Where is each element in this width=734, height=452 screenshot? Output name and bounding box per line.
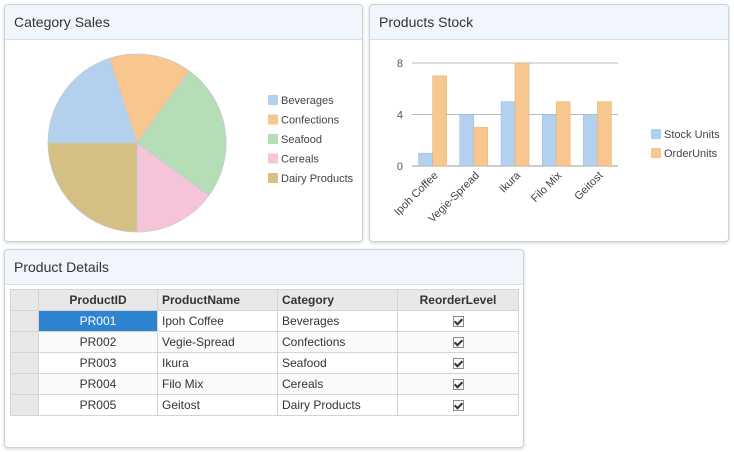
legend-swatch (268, 134, 278, 144)
legend-label: Beverages (281, 95, 334, 107)
category-sales-title: Category Sales (5, 5, 362, 40)
cell-productname[interactable]: Ipoh Coffee (157, 310, 278, 332)
cell-productname[interactable]: Geitost (157, 394, 278, 416)
bar-orderunits[interactable] (514, 62, 530, 167)
column-header-category[interactable]: Category (277, 289, 398, 311)
legend-label: Seafood (281, 134, 322, 146)
cell-reorderlevel[interactable] (397, 394, 519, 416)
y-tick-label: 4 (397, 110, 403, 122)
cell-productid[interactable]: PR002 (38, 331, 158, 353)
row-header[interactable] (10, 373, 39, 395)
x-tick-label: Ikura (497, 169, 523, 195)
table-row[interactable]: PR001 Ipoh Coffee Beverages (10, 310, 519, 332)
x-tick-label: Geitost (572, 170, 605, 203)
bar-stock-units[interactable] (541, 114, 557, 167)
legend-label: Stock Units (664, 129, 720, 141)
y-tick-label: 0 (397, 161, 403, 173)
bar-orderunits[interactable] (555, 101, 571, 167)
legend-swatch (268, 153, 278, 164)
bar-stock-units[interactable] (418, 152, 433, 167)
reorder-checkbox[interactable] (452, 337, 464, 349)
table-row[interactable]: PR003 Ikura Seafood (10, 352, 519, 374)
legend-swatch (651, 129, 661, 139)
y-tick-label: 8 (397, 58, 403, 70)
pie-slice-confections[interactable] (108, 53, 190, 144)
reorder-checkbox[interactable] (452, 400, 464, 412)
pie-slice-beverages[interactable] (47, 57, 138, 144)
cell-productname[interactable]: Filo Mix (157, 373, 278, 395)
grid-header-row: ProductID ProductName Category ReorderLe… (10, 289, 519, 311)
legend-swatch (651, 148, 661, 158)
legend-swatch (268, 95, 278, 105)
pie-slice-dairy-products[interactable] (47, 142, 138, 233)
reorder-checkbox[interactable] (452, 358, 464, 370)
product-details-title: Product Details (5, 250, 523, 285)
legend-label: OrderUnits (664, 148, 718, 160)
cell-reorderlevel[interactable] (397, 352, 519, 374)
cell-productid[interactable]: PR003 (38, 352, 158, 374)
row-header[interactable] (10, 310, 39, 332)
cell-category[interactable]: Cereals (277, 373, 398, 395)
pie-slice-cereals[interactable] (136, 142, 210, 233)
row-header[interactable] (10, 352, 39, 374)
cell-category[interactable]: Dairy Products (277, 394, 398, 416)
cell-productid[interactable]: PR004 (38, 373, 158, 395)
cell-category[interactable]: Beverages (277, 310, 398, 332)
cell-category[interactable]: Confections (277, 331, 398, 353)
row-header[interactable] (10, 331, 39, 353)
column-header-productid[interactable]: ProductID (38, 289, 158, 311)
products-stock-title: Products Stock (370, 5, 728, 40)
row-header-corner (10, 289, 39, 311)
bar-stock-units[interactable] (459, 114, 475, 167)
bar-orderunits[interactable] (597, 101, 612, 167)
cell-productid[interactable]: PR001 (38, 310, 158, 332)
cell-productid[interactable]: PR005 (38, 394, 158, 416)
category-sales-panel: Category Sales Beverages Confections Seafo… (4, 4, 363, 242)
x-tick-label: Filo Mix (529, 169, 565, 205)
product-details-panel: Product Details ProductID ProductName Ca… (4, 249, 524, 448)
products-stock-panel: Products Stock 0 4 8 Ipoh Coffee Vegie-Sprea… (369, 4, 729, 242)
bar-orderunits[interactable] (432, 75, 447, 167)
bar-stock-units[interactable] (500, 101, 516, 167)
legend-label: Dairy Products (281, 173, 354, 185)
cell-reorderlevel[interactable] (397, 310, 519, 332)
table-row[interactable]: PR004 Filo Mix Cereals (10, 373, 519, 395)
table-row[interactable]: PR005 Geitost Dairy Products (10, 394, 519, 416)
row-header[interactable] (10, 394, 39, 416)
cell-productname[interactable]: Ikura (157, 352, 278, 374)
column-header-reorderlevel[interactable]: ReorderLevel (397, 289, 519, 311)
bar-orderunits[interactable] (473, 127, 489, 167)
reorder-checkbox[interactable] (452, 316, 464, 328)
reorder-checkbox[interactable] (452, 379, 464, 391)
legend-swatch (268, 114, 278, 125)
legend-swatch (268, 173, 278, 183)
table-row[interactable]: PR002 Vegie-Spread Confections (10, 331, 519, 353)
legend-label: Confections (281, 115, 340, 127)
cell-productname[interactable]: Vegie-Spread (157, 331, 278, 353)
bar-stock-units[interactable] (583, 114, 598, 167)
pie-slice-seafood[interactable] (136, 70, 227, 196)
category-sales-chart: Beverages Confections Seafood Cereals Dairy … (47, 53, 354, 233)
product-grid[interactable]: ProductID ProductName Category ReorderLe… (10, 289, 519, 416)
cell-reorderlevel[interactable] (397, 331, 519, 353)
legend-label: Cereals (281, 154, 319, 166)
cell-category[interactable]: Seafood (277, 352, 398, 374)
cell-reorderlevel[interactable] (397, 373, 519, 395)
column-header-productname[interactable]: ProductName (157, 289, 278, 311)
